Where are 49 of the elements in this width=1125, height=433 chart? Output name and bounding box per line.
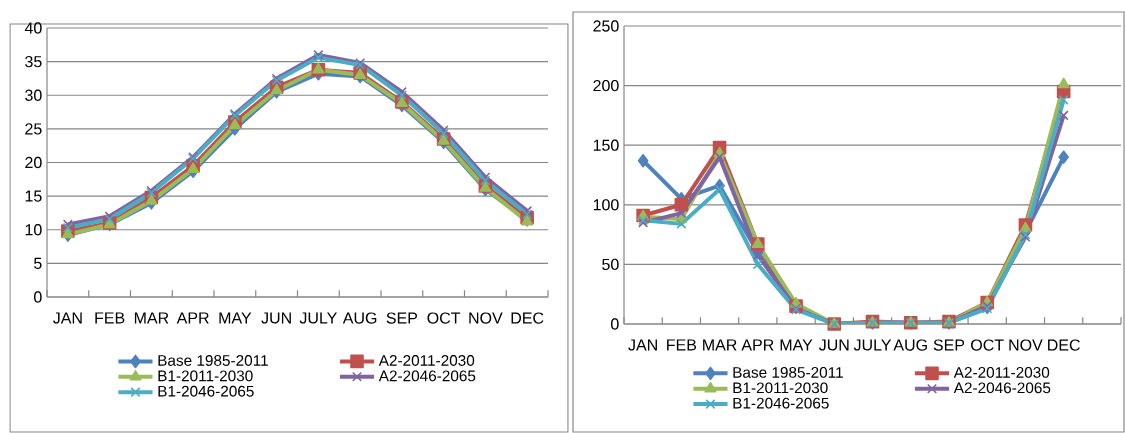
y-tick-label: 25 bbox=[25, 123, 42, 135]
x-tick-label: NOV bbox=[1009, 339, 1043, 351]
x-tick-label: SEP bbox=[933, 339, 965, 351]
x-tick-label: OCT bbox=[427, 312, 461, 324]
y-tick-label: 100 bbox=[593, 199, 619, 211]
legend-label: A2-2046-2065 bbox=[953, 382, 1051, 394]
y-tick-label: 0 bbox=[611, 318, 619, 330]
x-tick-label: AUG bbox=[342, 312, 377, 324]
x-tick-label: JULY bbox=[853, 339, 892, 351]
x-tick-label: JAN bbox=[53, 312, 82, 324]
x-tick-label: MAY bbox=[780, 339, 813, 351]
y-tick-label: 150 bbox=[593, 139, 619, 151]
x-tick-label: JULY bbox=[299, 312, 337, 324]
legend-label: Base 1985-2011 bbox=[733, 367, 843, 378]
y-tick-label: 5 bbox=[34, 257, 42, 269]
x-tick-label: NOV bbox=[469, 312, 503, 324]
x-tick-label: MAR bbox=[134, 312, 169, 324]
y-tick-label: 200 bbox=[593, 79, 619, 92]
legend-label: B1-2046-2065 bbox=[733, 397, 829, 409]
x-tick-label: JUN bbox=[818, 339, 849, 351]
y-tick-label: 40 bbox=[24, 22, 42, 34]
y-tick-label: 35 bbox=[25, 55, 42, 68]
legend-label: B1-2046-2065 bbox=[158, 385, 254, 397]
y-tick-label: 250 bbox=[593, 20, 619, 32]
x-tick-label: JAN bbox=[628, 339, 657, 351]
y-tick-label: 15 bbox=[25, 190, 42, 202]
x-tick-label: SEP bbox=[386, 312, 418, 324]
y-tick-label: 50 bbox=[602, 258, 619, 271]
y-tick-label: 30 bbox=[25, 89, 42, 101]
x-tick-label: MAY bbox=[219, 312, 252, 324]
x-tick-label: OCT bbox=[971, 339, 1004, 351]
x-tick-label: JUN bbox=[261, 312, 291, 324]
legend-label: B1-2011-2030 bbox=[733, 382, 828, 394]
legend-label: B1-2011-2030 bbox=[158, 370, 253, 382]
x-tick-label: FEB bbox=[95, 312, 125, 324]
y-tick-label: 10 bbox=[25, 224, 42, 236]
x-tick-label: MAR bbox=[703, 339, 737, 351]
x-tick-label: APR bbox=[741, 339, 774, 351]
x-tick-label: DEC bbox=[511, 312, 544, 324]
legend-label: Base 1985-2011 bbox=[158, 355, 268, 366]
legend-label: A2-2046-2065 bbox=[378, 370, 476, 382]
x-tick-label: DEC bbox=[1048, 339, 1080, 351]
legend-label: A2-2011-2030 bbox=[378, 355, 475, 366]
x-tick-label: APR bbox=[176, 312, 209, 324]
x-tick-label: FEB bbox=[667, 339, 697, 351]
legend-label: A2-2011-2030 bbox=[953, 367, 1050, 378]
x-tick-label: AUG bbox=[893, 339, 927, 351]
y-tick-label: 0 bbox=[34, 291, 42, 303]
y-tick-label: 20 bbox=[25, 156, 42, 169]
